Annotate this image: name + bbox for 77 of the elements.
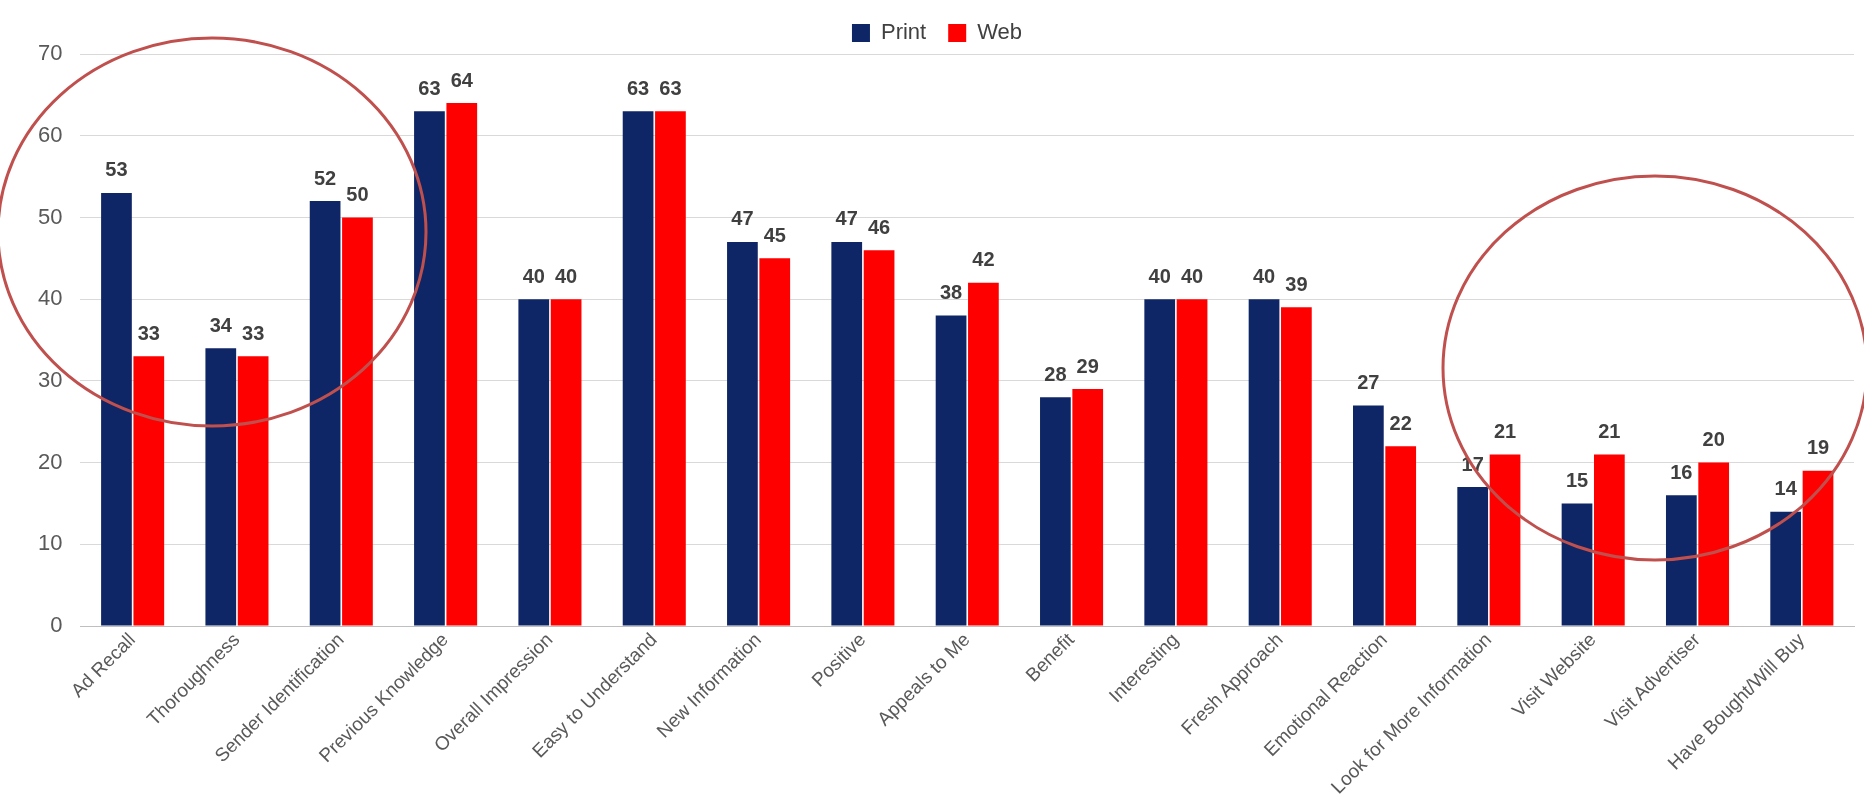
bar xyxy=(935,315,967,626)
bar xyxy=(622,111,654,626)
data-label: 40 xyxy=(554,264,578,287)
bar xyxy=(727,241,758,626)
bar xyxy=(101,192,132,626)
bar xyxy=(518,299,550,626)
data-label: 52 xyxy=(313,166,337,189)
bar xyxy=(1072,389,1104,626)
data-label: 63 xyxy=(659,76,682,99)
data-label: 64 xyxy=(450,68,474,91)
data-label: 46 xyxy=(867,215,891,238)
data-label: 33 xyxy=(137,321,160,344)
bar xyxy=(1457,487,1489,626)
data-label: 63 xyxy=(626,76,650,99)
data-label: 39 xyxy=(1285,272,1308,295)
data-label: 34 xyxy=(209,313,233,336)
y-tick-label: 60 xyxy=(37,121,63,147)
y-tick-label: 70 xyxy=(37,40,63,66)
legend-label: Print xyxy=(880,19,927,45)
data-label: 21 xyxy=(1598,419,1621,442)
bar xyxy=(1176,299,1208,626)
data-label: 16 xyxy=(1670,460,1693,483)
bar xyxy=(863,250,895,626)
data-label: 28 xyxy=(1044,362,1067,385)
y-tick-label: 20 xyxy=(37,448,63,474)
data-label: 29 xyxy=(1076,354,1099,377)
data-label: 47 xyxy=(731,207,754,230)
data-label: 40 xyxy=(1252,264,1276,287)
data-label: 53 xyxy=(105,158,128,181)
bar xyxy=(550,299,582,626)
data-label: 15 xyxy=(1565,468,1589,491)
bar xyxy=(1248,299,1280,626)
bar xyxy=(1385,446,1417,626)
bar xyxy=(1353,405,1384,626)
bar xyxy=(968,282,999,626)
bar xyxy=(1770,511,1802,626)
y-tick-label: 0 xyxy=(50,612,63,638)
data-label: 42 xyxy=(972,248,995,271)
bar xyxy=(1489,454,1521,626)
data-label: 27 xyxy=(1357,370,1380,393)
data-label: 21 xyxy=(1493,419,1517,442)
data-label: 50 xyxy=(346,182,369,205)
bar xyxy=(1594,454,1625,626)
bar xyxy=(1698,462,1730,626)
bar xyxy=(1802,470,1834,626)
bar xyxy=(1561,503,1593,626)
y-tick-label: 30 xyxy=(37,366,63,392)
data-label: 47 xyxy=(835,207,858,230)
bar xyxy=(237,356,269,626)
y-tick-label: 40 xyxy=(37,285,63,311)
bar xyxy=(205,348,237,626)
bar xyxy=(309,201,341,626)
data-label: 40 xyxy=(522,264,545,287)
bar xyxy=(759,258,791,626)
bar xyxy=(342,217,373,626)
legend-label: Web xyxy=(977,19,1023,45)
bar xyxy=(655,111,686,626)
bar xyxy=(446,103,478,626)
bar xyxy=(1665,495,1697,626)
data-label: 33 xyxy=(242,321,265,344)
data-label: 38 xyxy=(939,281,963,304)
y-tick-label: 50 xyxy=(37,203,63,229)
data-label: 40 xyxy=(1148,264,1171,287)
bar xyxy=(1144,299,1176,626)
data-label: 20 xyxy=(1702,428,1725,451)
data-label: 40 xyxy=(1180,264,1204,287)
data-label: 19 xyxy=(1806,436,1830,459)
bar xyxy=(831,241,863,626)
data-label: 45 xyxy=(763,223,786,246)
data-label: 63 xyxy=(418,76,441,99)
data-label: 22 xyxy=(1389,411,1412,434)
bar xyxy=(1040,397,1071,626)
y-tick-label: 10 xyxy=(37,530,63,556)
bar xyxy=(414,111,445,626)
data-label: 14 xyxy=(1774,477,1798,500)
bar xyxy=(133,356,165,626)
bar xyxy=(1281,307,1312,626)
